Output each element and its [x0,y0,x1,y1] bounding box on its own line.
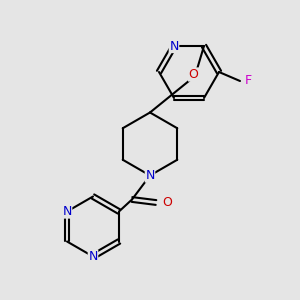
Text: F: F [244,74,252,88]
Text: N: N [62,205,72,218]
Text: N: N [145,169,155,182]
Text: N: N [169,40,179,52]
Text: O: O [162,196,172,209]
Text: N: N [88,250,98,263]
Text: O: O [189,68,198,81]
